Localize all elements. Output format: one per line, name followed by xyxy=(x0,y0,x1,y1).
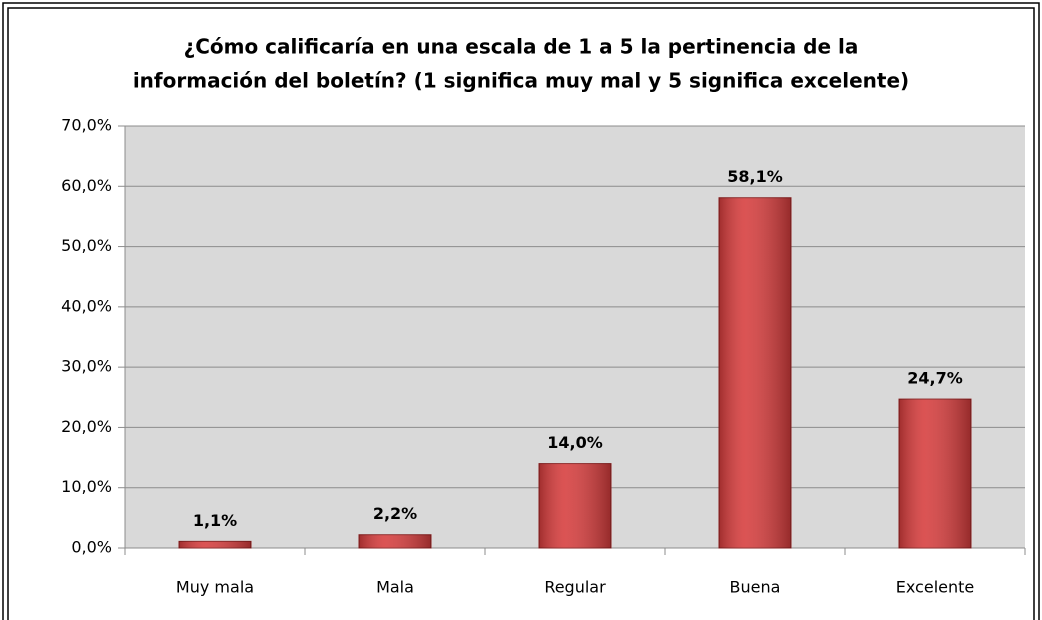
y-tick-label: 10,0% xyxy=(61,477,112,496)
y-tick-label: 70,0% xyxy=(61,116,112,135)
x-tick-label: Mala xyxy=(376,578,414,597)
chart-title: información del boletín? (1 significa mu… xyxy=(133,69,909,93)
bar-shade xyxy=(179,541,251,548)
x-tick-label: Muy mala xyxy=(176,578,254,597)
bar-shade xyxy=(719,197,791,549)
y-tick-label: 30,0% xyxy=(61,357,112,376)
x-tick-label: Excelente xyxy=(896,578,974,597)
bar-shade xyxy=(359,534,431,548)
x-tick-label: Buena xyxy=(730,578,781,597)
chart-title: ¿Cómo calificaría en una escala de 1 a 5… xyxy=(184,35,859,59)
x-tick-label: Regular xyxy=(544,578,606,597)
value-label: 14,0% xyxy=(547,433,603,452)
value-label: 24,7% xyxy=(907,369,963,388)
bar-shade xyxy=(899,399,971,548)
value-label: 2,2% xyxy=(373,504,417,523)
value-label: 1,1% xyxy=(193,511,237,530)
y-tick-label: 0,0% xyxy=(71,538,112,557)
y-tick-label: 40,0% xyxy=(61,296,112,315)
y-tick-label: 20,0% xyxy=(61,417,112,436)
y-tick-label: 50,0% xyxy=(61,236,112,255)
value-label: 58,1% xyxy=(727,167,783,186)
y-tick-label: 60,0% xyxy=(61,176,112,195)
bar-shade xyxy=(539,463,611,548)
